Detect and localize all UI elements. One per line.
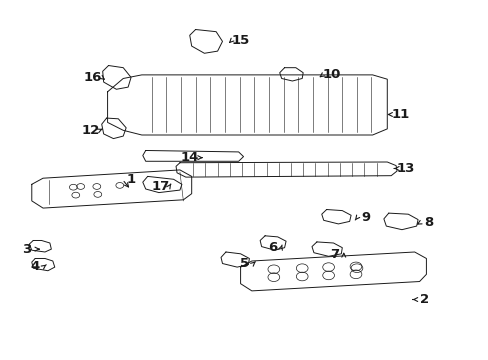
Text: 7: 7: [330, 248, 339, 261]
Text: 6: 6: [267, 241, 276, 254]
Text: 8: 8: [424, 216, 433, 229]
Text: 15: 15: [231, 34, 249, 47]
Text: 14: 14: [180, 151, 199, 164]
Text: 4: 4: [31, 260, 40, 273]
Text: 2: 2: [419, 293, 428, 306]
Text: 13: 13: [396, 162, 414, 175]
Text: 3: 3: [22, 243, 31, 256]
Text: 5: 5: [240, 257, 248, 270]
Text: 16: 16: [83, 71, 102, 84]
Text: 17: 17: [151, 180, 169, 193]
Text: 11: 11: [391, 108, 409, 121]
Text: 1: 1: [126, 173, 135, 186]
Text: 12: 12: [81, 124, 100, 137]
Text: 9: 9: [361, 211, 369, 224]
Text: 10: 10: [322, 68, 340, 81]
